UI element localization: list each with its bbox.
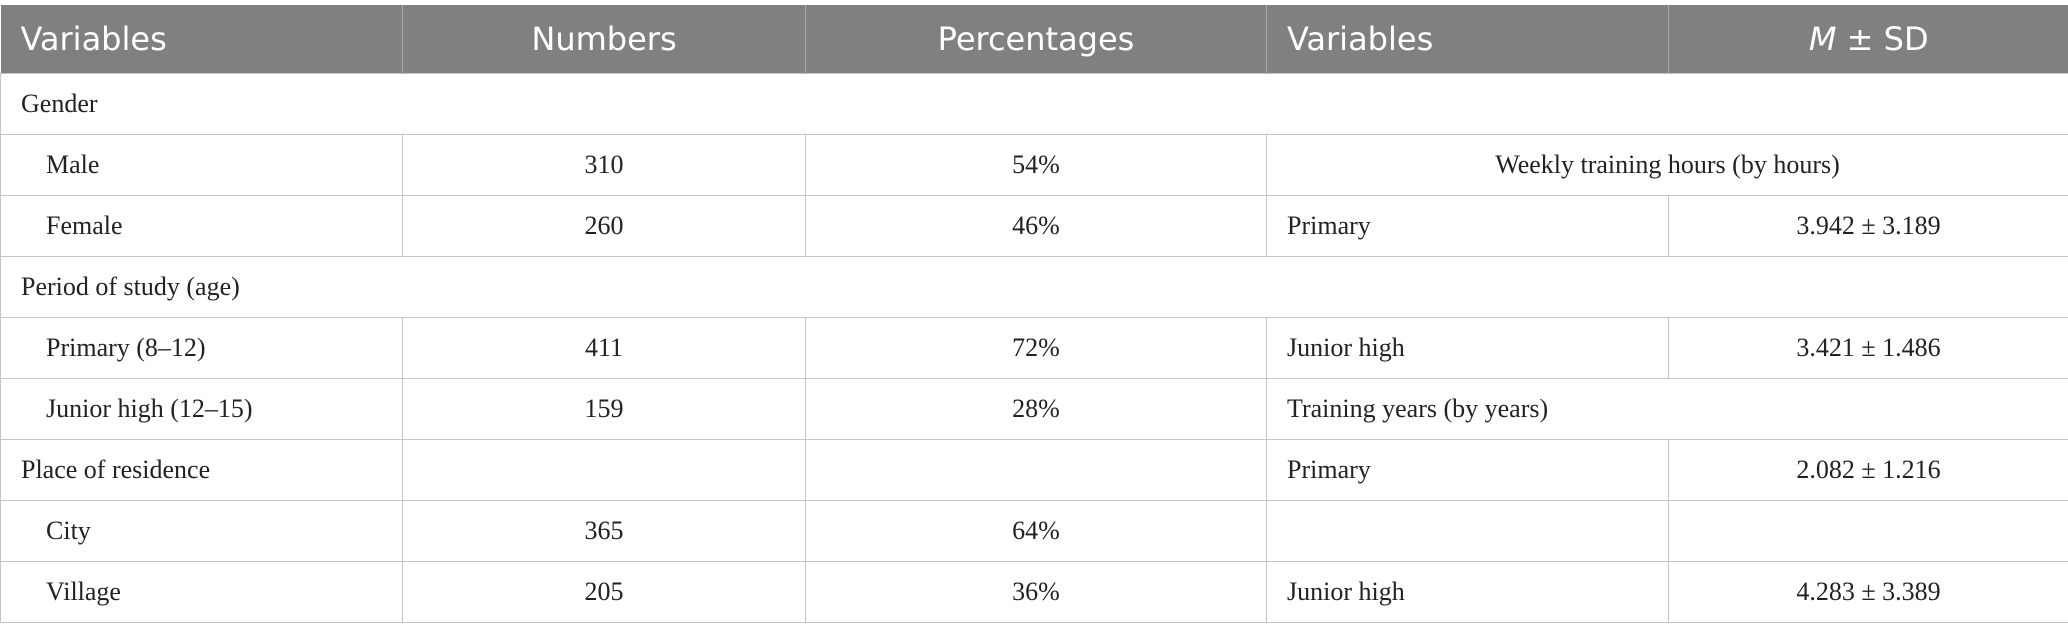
table-cell: Period of study (age) xyxy=(0,256,2068,318)
table-cell: 205 xyxy=(402,561,806,623)
table-cell: 3.942 ± 3.189 xyxy=(1668,195,2068,257)
table-cell: 64% xyxy=(805,500,1267,562)
table-cell: 72% xyxy=(805,317,1267,379)
header-cell: Variables xyxy=(1266,5,1669,74)
table-cell: 365 xyxy=(402,500,806,562)
table-row: Junior high (12–15) 159 28% Training years … xyxy=(0,378,2068,440)
header-cell: M ± SD xyxy=(1668,5,2068,74)
table-cell xyxy=(1668,500,2068,562)
table-cell: Training years (by years) xyxy=(1266,378,2068,440)
table-cell: Place of residence xyxy=(0,439,403,501)
table-cell: Junior high xyxy=(1266,317,1669,379)
table-cell xyxy=(402,439,806,501)
header-italic: M xyxy=(1808,20,1837,58)
table-cell: 3.421 ± 1.486 xyxy=(1668,317,2068,379)
table-cell: 260 xyxy=(402,195,806,257)
table-cell: 4.283 ± 3.389 xyxy=(1668,561,2068,623)
table-row: City 365 64% xyxy=(0,500,2068,562)
table-row: Primary (8–12) 411 72% Junior high 3.421 ± 1… xyxy=(0,317,2068,379)
table-cell: 36% xyxy=(805,561,1267,623)
table-cell xyxy=(805,439,1267,501)
table-cell: Junior high xyxy=(1266,561,1669,623)
table-cell: 411 xyxy=(402,317,806,379)
table-row: Female 260 46% Primary 3.942 ± 3.189 xyxy=(0,195,2068,257)
table-row: Gender xyxy=(0,73,2068,135)
table-cell: Primary xyxy=(1266,195,1669,257)
header-cell: Percentages xyxy=(805,5,1267,74)
table-cell: Male xyxy=(0,134,403,196)
table-row: Period of study (age) xyxy=(0,256,2068,318)
table-cell: Weekly training hours (by hours) xyxy=(1266,134,2068,196)
table-cell: Primary xyxy=(1266,439,1669,501)
table-cell: 310 xyxy=(402,134,806,196)
header-cell: Variables xyxy=(0,5,403,74)
table-cell: Gender xyxy=(0,73,2068,135)
table-cell xyxy=(1266,500,1669,562)
header-row: Variables Numbers Percentages Variables … xyxy=(0,5,2068,74)
table-cell: Village xyxy=(0,561,403,623)
table-cell: Junior high (12–15) xyxy=(0,378,403,440)
table-cell: 159 xyxy=(402,378,806,440)
header-cell: Numbers xyxy=(402,5,806,74)
table-cell: City xyxy=(0,500,403,562)
table-row: Male 310 54% Weekly training hours (by hour… xyxy=(0,134,2068,196)
data-table: Variables Numbers Percentages Variables … xyxy=(0,5,2068,623)
table-cell: 28% xyxy=(805,378,1267,440)
table-cell: 46% xyxy=(805,195,1267,257)
table-row: Village 205 36% Junior high 4.283 ± 3.389 xyxy=(0,561,2068,623)
table-cell: Primary (8–12) xyxy=(0,317,403,379)
table-cell: 54% xyxy=(805,134,1267,196)
table-cell: 2.082 ± 1.216 xyxy=(1668,439,2068,501)
header-text: ± SD xyxy=(1846,20,1929,58)
table-cell: Female xyxy=(0,195,403,257)
table-row: Place of residence Primary 2.082 ± 1.216 xyxy=(0,439,2068,501)
